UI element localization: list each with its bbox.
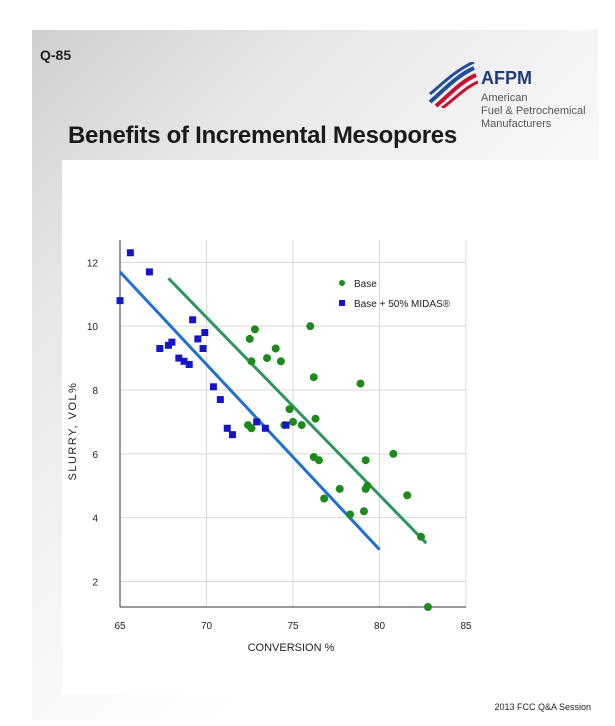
trendline [118, 270, 381, 551]
y-tick-label: 2 [92, 577, 98, 588]
x-tick-label: 75 [287, 621, 299, 632]
y-tick-label: 8 [92, 386, 98, 397]
data-point-circle [389, 449, 398, 458]
data-point-circle [335, 484, 344, 493]
data-point-circle [363, 481, 372, 490]
logo-name: AFPM [481, 68, 532, 88]
y-tick-label: 6 [92, 450, 98, 461]
data-point-circle [245, 334, 254, 343]
data-point-circle [289, 417, 297, 426]
data-point-circle [320, 494, 329, 503]
data-point-square [223, 424, 231, 432]
trendline [167, 277, 428, 545]
data-point-circle [346, 510, 355, 519]
x-tick-label: 80 [374, 621, 386, 632]
data-point-circle [247, 424, 256, 433]
data-point-circle [423, 603, 432, 611]
data-point-square [199, 345, 207, 353]
x-tick-label: 65 [114, 621, 126, 632]
x-tick-label: 85 [460, 621, 472, 632]
data-point-square [228, 431, 236, 439]
data-point-circle [263, 354, 272, 363]
data-point-square [116, 297, 124, 305]
data-point-circle [276, 357, 285, 366]
legend-label: Base [354, 279, 377, 290]
data-point-square [216, 396, 224, 404]
data-point-square [168, 338, 176, 346]
data-point-circle [403, 491, 412, 500]
data-point-square [126, 249, 134, 257]
data-point-square [194, 335, 202, 343]
data-point-square [185, 360, 193, 368]
legend-label: Base + 50% MIDAS® [354, 299, 451, 310]
data-point-circle [285, 405, 294, 414]
slide-id: Q-85 [40, 47, 72, 63]
data-point-square [253, 418, 261, 426]
data-point-circle [361, 456, 370, 465]
data-point-circle [297, 421, 306, 430]
data-point-square [261, 424, 269, 432]
data-point-square [156, 345, 164, 353]
y-tick-label: 10 [87, 322, 99, 333]
slide-title: Benefits of Incremental Mesopores [68, 122, 457, 149]
data-point-square [282, 421, 290, 429]
y-axis-label: SLURRY, VOL% [67, 382, 79, 481]
logo-subtitle: American Fuel & Petrochemical Manufactur… [481, 92, 586, 130]
legend-marker [339, 300, 345, 306]
data-point-circle [250, 325, 259, 334]
data-point-circle [306, 322, 315, 331]
data-point-circle [314, 456, 323, 465]
data-point-square [209, 383, 217, 391]
data-point-square [175, 354, 183, 362]
data-point-square [145, 268, 153, 276]
data-point-circle [359, 507, 368, 516]
y-tick-label: 12 [87, 258, 99, 269]
legend-marker [339, 280, 345, 286]
plot-panel [62, 160, 599, 695]
data-point-square [180, 357, 188, 365]
data-point-circle [271, 344, 280, 353]
data-point-circle [309, 373, 318, 382]
data-point-square [201, 329, 209, 337]
x-axis-label: CONVERSION % [248, 642, 335, 654]
data-point-circle [311, 414, 320, 423]
x-tick-label: 70 [201, 621, 213, 632]
data-point-circle [356, 379, 365, 388]
data-point-circle [417, 532, 426, 541]
afpm-logo-icon [428, 62, 478, 108]
footer-text: 2013 FCC Q&A Session [494, 702, 591, 712]
y-tick-label: 4 [92, 514, 98, 525]
data-point-square [189, 316, 197, 324]
data-point-circle [247, 357, 256, 366]
